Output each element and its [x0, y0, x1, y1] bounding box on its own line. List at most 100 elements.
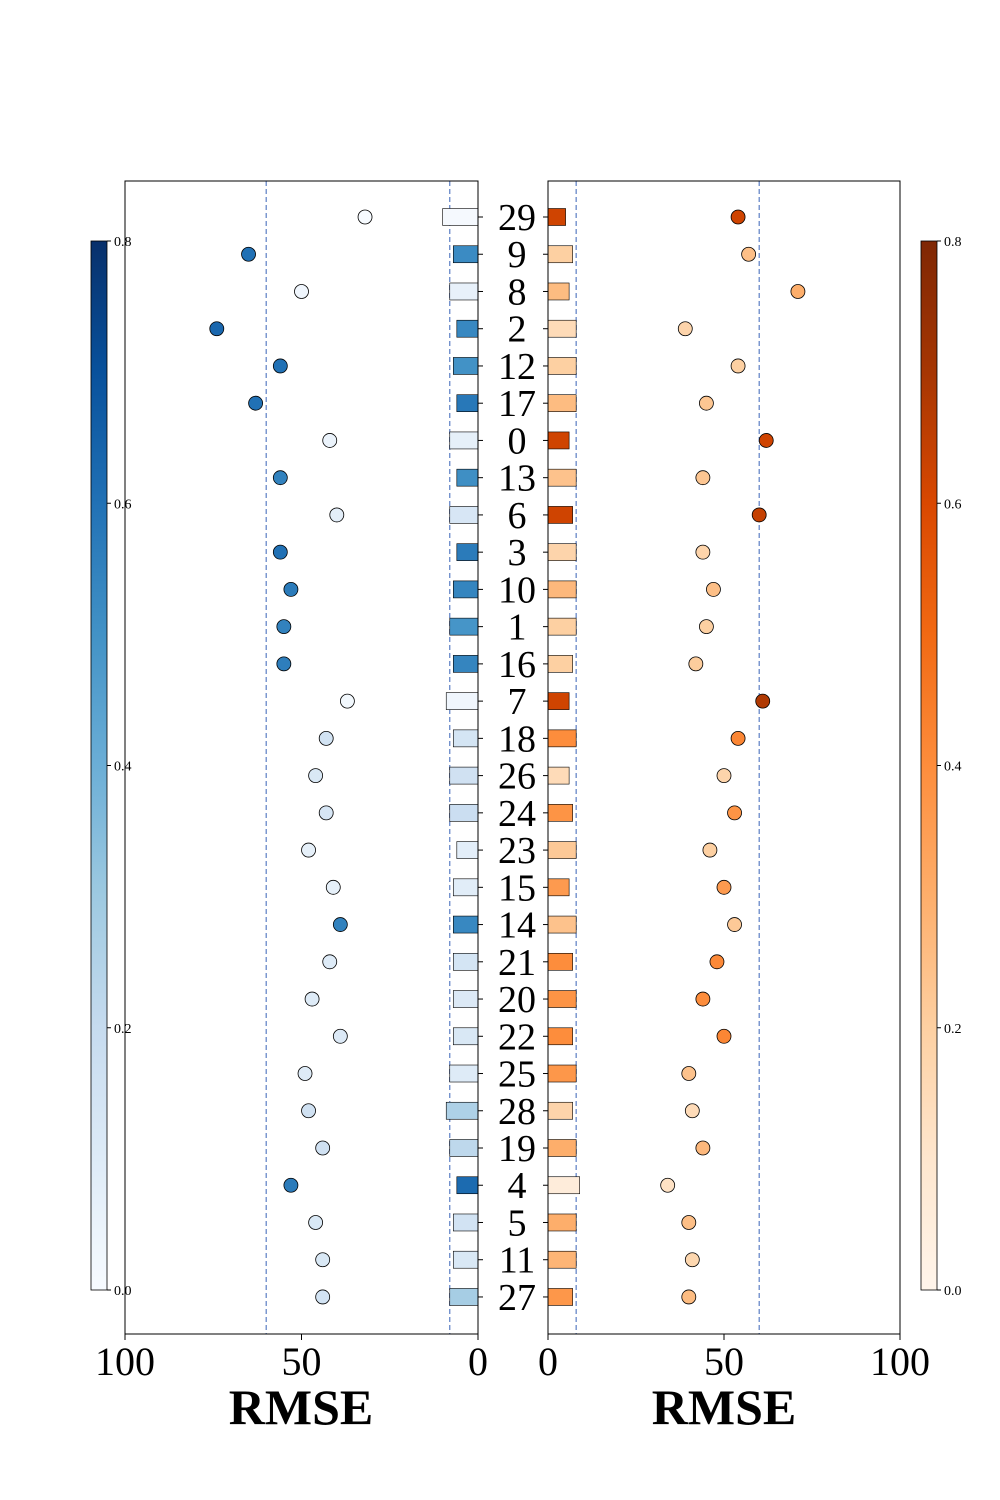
x-axis-ticks: 100 50 0 0 50 100 — [95, 1334, 930, 1384]
right-data-point — [727, 917, 742, 932]
left-bar — [449, 431, 479, 450]
right-bar — [547, 915, 577, 934]
left-bar-series — [442, 208, 479, 1306]
right-bar — [547, 692, 570, 710]
left-data-point — [272, 358, 288, 374]
left-bar — [452, 990, 479, 1008]
right-bar — [547, 1176, 580, 1195]
left-data-point — [241, 246, 256, 262]
right-data-point — [684, 1252, 700, 1268]
right-data-point — [716, 1028, 732, 1044]
left-bar — [452, 878, 479, 897]
right-x-axis-label: RMSE — [652, 1379, 796, 1435]
category-label: 15 — [498, 867, 536, 909]
right-data-point — [684, 1103, 700, 1119]
right-data-point — [681, 1066, 697, 1081]
right-scatter-series — [660, 209, 806, 1305]
colorbar-tick-label: 0.8 — [114, 235, 132, 250]
category-label: 17 — [498, 383, 536, 425]
left-data-point — [283, 582, 299, 597]
right-bar — [547, 431, 570, 450]
left-reference-lines — [265, 181, 451, 1334]
right-bar — [547, 878, 570, 897]
right-bar — [547, 282, 570, 301]
right-bar — [547, 766, 570, 785]
left-bar — [452, 580, 479, 599]
right-bar — [547, 841, 577, 859]
right-bar — [547, 357, 577, 375]
category-label: 13 — [498, 458, 536, 500]
left-bar — [445, 692, 479, 710]
right-colorbar-ticks: 0.0 0.2 0.4 0.6 0.8 — [937, 235, 962, 1299]
right-bar — [547, 580, 577, 599]
right-data-point — [681, 1215, 697, 1230]
left-scatter-series — [209, 209, 373, 1305]
left-bar — [452, 1213, 479, 1232]
right-data-point — [716, 879, 732, 895]
left-axes-frame — [124, 180, 479, 1335]
left-bar — [456, 319, 479, 338]
right-data-point — [695, 544, 711, 560]
category-label: 10 — [498, 569, 536, 611]
right-data-point — [790, 284, 806, 299]
category-label: 8 — [508, 271, 527, 313]
category-label: 16 — [498, 644, 536, 686]
colorbar-tick-label: 0.0 — [944, 1284, 962, 1299]
right-bar-series — [547, 208, 580, 1306]
left-data-point — [301, 842, 316, 858]
category-label: 12 — [498, 346, 536, 388]
right-bar — [547, 208, 566, 226]
left-data-point — [272, 470, 288, 486]
category-label: 4 — [508, 1165, 527, 1207]
left-data-point — [304, 991, 320, 1007]
category-label: 1 — [508, 607, 527, 649]
left-bar — [449, 766, 479, 785]
left-bar — [452, 729, 479, 748]
category-label: 11 — [499, 1240, 536, 1282]
right-data-point — [751, 507, 767, 523]
right-data-point — [730, 209, 746, 225]
right-reference-lines — [575, 181, 760, 1334]
right-data-point — [681, 1289, 697, 1305]
colorbar-tick-label: 0.2 — [114, 1022, 132, 1037]
right-data-point — [741, 246, 757, 262]
left-bar — [452, 655, 479, 673]
colorbar-tick-label: 0.2 — [944, 1022, 962, 1037]
left-data-point — [339, 693, 355, 709]
right-data-point — [730, 730, 746, 746]
right-bar — [547, 319, 577, 338]
left-data-point — [315, 1289, 331, 1305]
right-bar — [547, 394, 577, 413]
colorbar-tick-label: 0.4 — [944, 760, 962, 775]
left-bar — [456, 468, 479, 487]
left-colorbar-ticks: 0.0 0.2 0.4 0.6 0.8 — [107, 235, 132, 1299]
colorbar-tick-label: 0.6 — [944, 497, 962, 512]
left-data-point — [209, 321, 225, 337]
right-bar — [547, 1288, 573, 1306]
left-data-point — [315, 1252, 331, 1268]
left-colorbar: 0.0 0.2 0.4 0.6 0.8 — [90, 235, 132, 1299]
left-bar — [445, 1101, 479, 1120]
right-data-point — [758, 433, 774, 448]
category-label: 14 — [498, 905, 536, 947]
left-data-point — [357, 209, 373, 225]
category-label: 29 — [498, 197, 536, 239]
x-tick-label: 50 — [282, 1339, 322, 1384]
colorbar-tick-label: 0.0 — [114, 1284, 132, 1299]
colorbar-tick-label: 0.8 — [944, 235, 962, 250]
left-data-point — [248, 395, 264, 411]
left-data-point — [322, 433, 338, 448]
right-bar — [547, 655, 573, 673]
category-label: 5 — [508, 1202, 527, 1244]
left-data-point — [325, 879, 341, 895]
category-label: 3 — [508, 532, 527, 574]
left-data-point — [301, 1103, 316, 1119]
left-bar — [456, 394, 479, 413]
right-data-point — [695, 470, 711, 486]
left-data-point — [322, 954, 338, 970]
left-data-point — [308, 1215, 324, 1230]
left-data-point — [332, 1028, 348, 1044]
left-data-point — [276, 656, 292, 672]
left-bar — [449, 1139, 479, 1157]
